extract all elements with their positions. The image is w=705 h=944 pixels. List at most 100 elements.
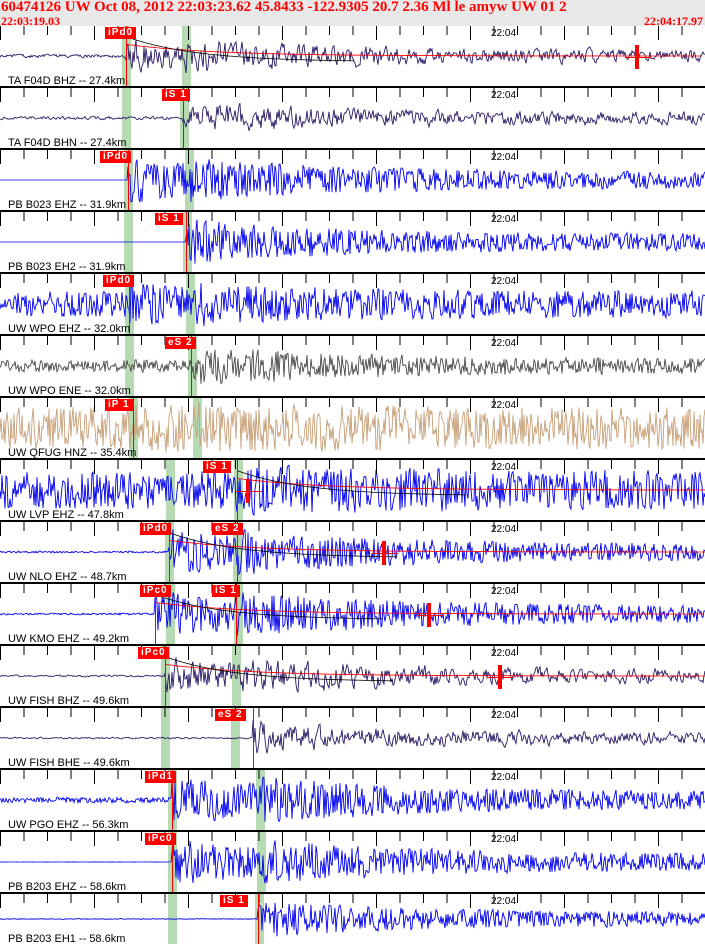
pick-line[interactable] xyxy=(191,336,192,396)
pick-label[interactable]: iPd1 xyxy=(145,771,177,783)
waveform-path xyxy=(0,282,705,327)
waveform-path xyxy=(0,103,705,131)
trace-panel[interactable]: iS 1 22:04 TA F04D BHN -- 27.4km xyxy=(0,88,705,150)
trace-panel[interactable]: iPc0 iS 1 22:04 UW KMO EHZ -- 49.2km xyxy=(0,584,705,646)
pick-line[interactable] xyxy=(155,584,156,644)
trace-panel[interactable]: iPd0 eS 2 22:04 UW NLO EHZ -- 48.7km xyxy=(0,522,705,584)
time-tick-label: 22:04 xyxy=(491,462,517,473)
pick-line[interactable] xyxy=(133,398,134,458)
waveform-path xyxy=(0,402,705,453)
channel-label[interactable]: PB B203 EH1 -- 58.6km xyxy=(8,933,126,944)
time-tick-label: 22:04 xyxy=(491,772,517,783)
amplitude-mark-baseline xyxy=(625,57,651,58)
channel-label[interactable]: TA F04D BHZ -- 27.4km xyxy=(8,75,126,87)
trace-panel[interactable]: eS 2 22:04 UW FISH BHE -- 49.6km xyxy=(0,708,705,770)
trace-panel[interactable]: iPd0 22:04 TA F04D BHZ -- 27.4km xyxy=(0,26,705,88)
trace-panel[interactable]: iPd1 22:04 UW PGO EHZ -- 56.3km xyxy=(0,770,705,832)
time-axis-major-ticks xyxy=(0,212,705,226)
waveform-path xyxy=(0,840,705,884)
channel-label[interactable]: UW NLO EHZ -- 48.7km xyxy=(8,571,127,583)
trace-panel[interactable]: iS 1 22:04 PB B023 EH2 -- 31.9km xyxy=(0,212,705,274)
trace-panel[interactable]: eS 2 22:04 UW WPO ENE -- 32.0km xyxy=(0,336,705,398)
pick-line[interactable] xyxy=(253,708,254,768)
header-bar: 60474126 UW Oct 08, 2012 22:03:23.62 45.… xyxy=(0,0,705,28)
amplitude-mark-baseline xyxy=(236,491,262,492)
pick-label[interactable]: iS 1 xyxy=(162,89,190,101)
amplitude-mark-baseline xyxy=(488,677,514,678)
pick-line[interactable] xyxy=(258,894,259,944)
pick-line[interactable] xyxy=(129,274,130,334)
theoretical-arrival-band xyxy=(232,646,241,706)
channel-label[interactable]: TA F04D BHN -- 27.4km xyxy=(8,137,127,149)
pick-label[interactable]: iPd0 xyxy=(100,151,132,163)
pick-line[interactable] xyxy=(236,584,237,644)
trace-panel[interactable]: iPd0 22:04 PB B023 EHZ -- 31.9km xyxy=(0,150,705,212)
trace-panel[interactable]: iP 1 22:04 UW QFUG HNZ -- 35.4km xyxy=(0,398,705,460)
pick-label[interactable]: iS 1 xyxy=(203,461,231,473)
channel-label[interactable]: PB B203 EHZ -- 58.6km xyxy=(8,881,126,893)
trace-panel[interactable]: iPd0 22:04 UW WPO EHZ -- 32.0km xyxy=(0,274,705,336)
pick-label[interactable]: eS 2 xyxy=(212,523,243,535)
pick-label[interactable]: eS 2 xyxy=(165,337,196,349)
waveform-path xyxy=(0,39,705,74)
channel-label[interactable]: UW FISH BHE -- 49.6km xyxy=(8,757,130,769)
pick-line[interactable] xyxy=(183,88,184,148)
pick-label[interactable]: iPc0 xyxy=(140,585,171,597)
pick-label[interactable]: eS 2 xyxy=(215,709,246,721)
pick-line[interactable] xyxy=(165,646,166,706)
pick-line[interactable] xyxy=(172,832,173,892)
trace-stack[interactable]: iPd0 22:04 TA F04D BHZ -- 27.4km iS 1 22:04 T… xyxy=(0,26,705,944)
waveform-plot xyxy=(0,894,705,944)
channel-label[interactable]: UW WPO ENE -- 32.0km xyxy=(8,385,131,397)
waveform-path xyxy=(0,464,705,517)
pick-label[interactable]: iP 1 xyxy=(105,399,133,411)
channel-label[interactable]: UW PGO EHZ -- 56.3km xyxy=(8,819,129,831)
pick-label[interactable]: iPd0 xyxy=(140,523,172,535)
pick-label[interactable]: iPd0 xyxy=(105,27,137,39)
time-tick-label: 22:04 xyxy=(491,276,517,287)
pick-label[interactable]: iPc0 xyxy=(145,833,176,845)
waveform-plot xyxy=(0,26,705,86)
trace-panel[interactable]: iS 1 22:04 PB B203 EH1 -- 58.6km xyxy=(0,894,705,944)
time-axis-major-ticks xyxy=(0,150,705,164)
pick-label[interactable]: iS 1 xyxy=(212,585,240,597)
pick-label[interactable]: iPc0 xyxy=(138,647,169,659)
time-tick-label: 22:04 xyxy=(491,586,517,597)
time-axis-major-ticks xyxy=(0,88,705,102)
channel-label[interactable]: PB B023 EHZ -- 31.9km xyxy=(8,199,126,211)
window-start-time: 22:03:19.03 xyxy=(1,14,60,28)
pick-line[interactable] xyxy=(186,212,187,272)
channel-label[interactable]: PB B023 EH2 -- 31.9km xyxy=(8,261,126,273)
channel-label[interactable]: UW QFUG HNZ -- 35.4km xyxy=(8,447,137,459)
waveform-path xyxy=(0,776,705,823)
waveform-plot xyxy=(0,522,705,582)
pick-line[interactable] xyxy=(237,460,238,520)
waveform-plot xyxy=(0,398,705,458)
trace-panel[interactable]: iPc0 22:04 PB B203 EHZ -- 58.6km xyxy=(0,832,705,894)
pick-line[interactable] xyxy=(237,522,238,582)
coda-decay-curve xyxy=(125,43,702,57)
theoretical-decay-curve xyxy=(125,36,355,62)
channel-label[interactable]: UW WPO EHZ -- 32.0km xyxy=(8,323,131,335)
theoretical-arrival-band xyxy=(257,832,266,892)
time-axis-major-ticks xyxy=(0,460,705,474)
trace-panel[interactable]: iPc0 22:04 UW FISH BHZ -- 49.6km xyxy=(0,646,705,708)
pick-line[interactable] xyxy=(172,770,173,830)
time-axis-major-ticks xyxy=(0,584,705,598)
coda-decay-curve xyxy=(168,539,705,553)
pick-label[interactable]: iPd0 xyxy=(103,275,135,287)
channel-label[interactable]: UW KMO EHZ -- 49.2km xyxy=(8,633,130,645)
pick-line[interactable] xyxy=(128,150,129,210)
theoretical-arrival-band xyxy=(234,584,243,644)
theoretical-decay-curve xyxy=(168,532,398,558)
channel-label[interactable]: UW LVP EHZ -- 47.8km xyxy=(8,509,124,521)
trace-panel[interactable]: iS 1 22:04 UW LVP EHZ -- 47.8km xyxy=(0,460,705,522)
waveform-plot xyxy=(0,770,705,830)
theoretical-arrival-band xyxy=(188,336,197,396)
pick-label[interactable]: iS 1 xyxy=(220,895,248,907)
pick-line[interactable] xyxy=(169,522,170,582)
pick-line[interactable] xyxy=(126,26,127,86)
channel-label[interactable]: UW FISH BHZ -- 49.6km xyxy=(8,695,130,707)
amplitude-mark-baseline xyxy=(417,615,443,616)
pick-label[interactable]: iS 1 xyxy=(155,213,183,225)
